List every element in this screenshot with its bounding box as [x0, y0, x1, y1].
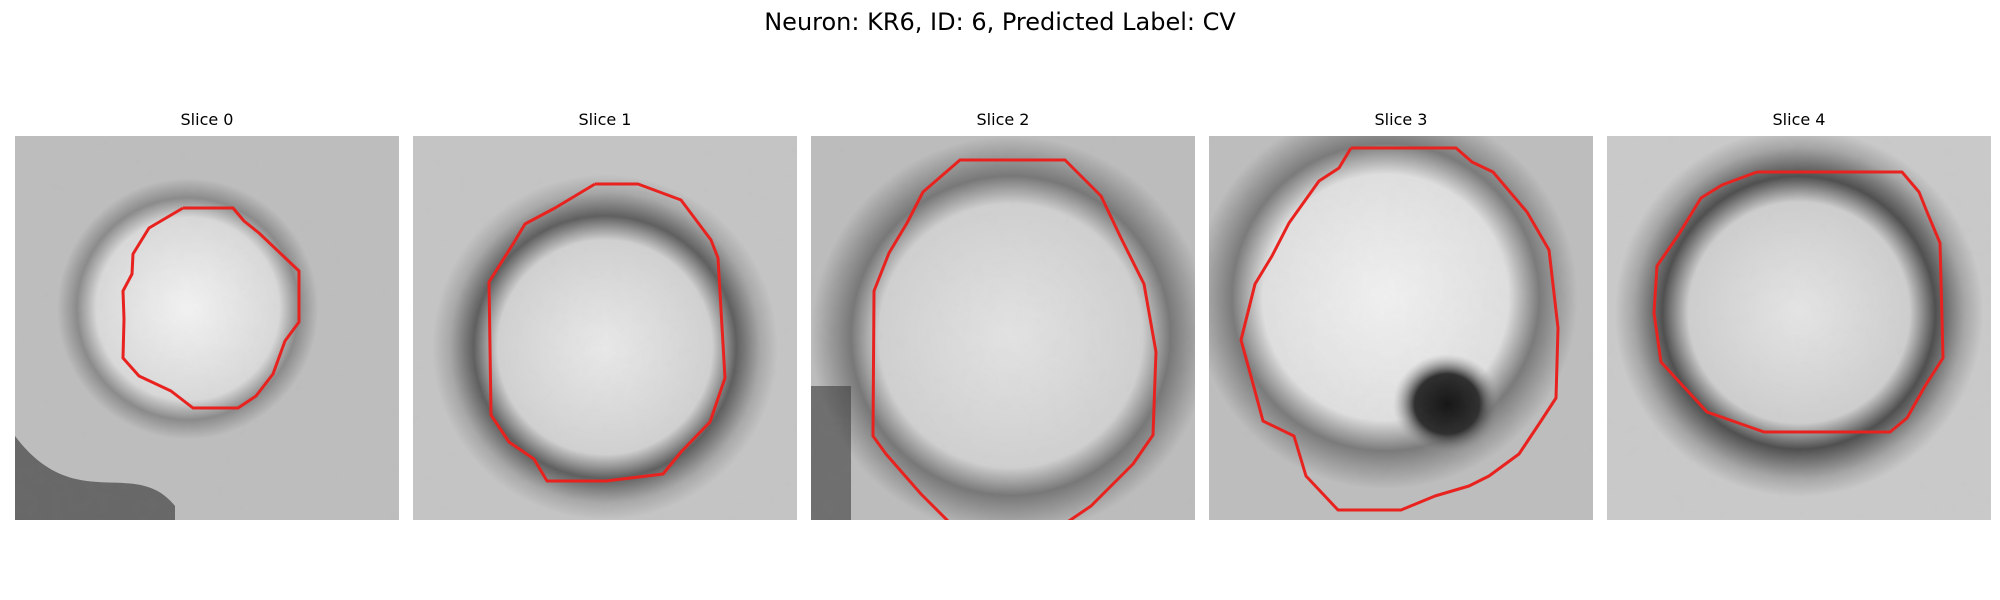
slice-image-0-svg [15, 136, 399, 520]
slice-panel-4: Slice 4 [1607, 106, 1991, 520]
contour-1 [487, 182, 727, 483]
slice-image-2-svg [811, 136, 1195, 520]
slice-image-2 [811, 136, 1195, 520]
slice-title-4: Slice 4 [1772, 110, 1826, 129]
slice-image-4-svg [1607, 136, 1991, 520]
slice-image-3 [1209, 136, 1593, 520]
contour-0 [121, 206, 301, 410]
slice-title-2: Slice 2 [976, 110, 1030, 129]
slice-panel-2: Slice 2 [811, 106, 1195, 520]
figure-title: Neuron: KR6, ID: 6, Predicted Label: CV [764, 8, 1236, 36]
slice-image-3-svg [1209, 136, 1593, 520]
slice-panel-1: Slice 1 [413, 106, 797, 520]
slice-image-1-svg [413, 136, 797, 520]
slice-image-0 [15, 136, 399, 520]
slice-title-1: Slice 1 [578, 110, 632, 129]
contour-3 [1239, 146, 1560, 512]
slice-panel-0: Slice 0 [15, 106, 399, 520]
slice-image-4 [1607, 136, 1991, 520]
slice-panel-3: Slice 3 [1209, 106, 1593, 520]
slice-title-0: Slice 0 [180, 110, 234, 129]
contour-2 [871, 158, 1158, 520]
slice-title-3: Slice 3 [1374, 110, 1428, 129]
slice-image-1 [413, 136, 797, 520]
contour-4 [1652, 170, 1945, 434]
